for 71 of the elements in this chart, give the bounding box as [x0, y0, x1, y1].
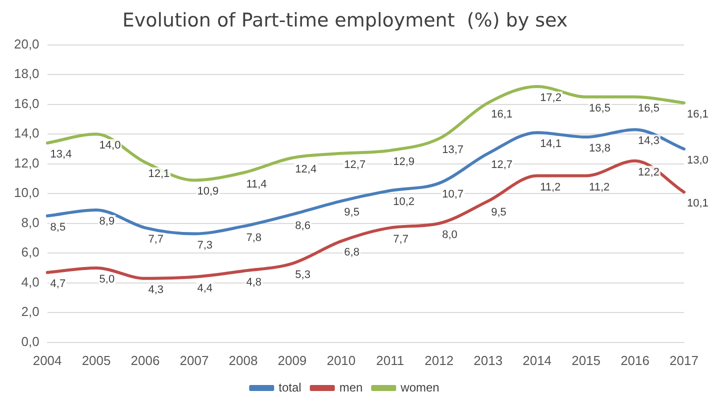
legend-label: men: [339, 380, 363, 394]
data-label: 4,3: [148, 284, 164, 296]
data-label: 4,8: [246, 276, 262, 289]
x-tick-label: 2010: [326, 352, 356, 368]
data-label: 8,0: [442, 228, 458, 241]
y-tick-label: 2,0: [21, 304, 40, 320]
data-label: 12,7: [344, 158, 366, 171]
data-label: 7,3: [197, 239, 213, 252]
data-label: 17,2: [540, 92, 562, 104]
data-label: 5,3: [295, 269, 310, 282]
data-label: 6,8: [344, 246, 360, 259]
x-tick-label: 2013: [474, 352, 503, 368]
data-label: 13,0: [687, 154, 708, 166]
x-tick-label: 2007: [180, 352, 209, 368]
y-tick-label: 10,0: [14, 185, 40, 200]
data-label: 11,2: [540, 181, 561, 194]
x-tick-label: 2004: [32, 352, 62, 368]
data-label: 9,5: [344, 206, 360, 219]
data-label: 7,7: [148, 233, 164, 246]
data-label: 9,5: [491, 206, 506, 219]
data-label: 10,1: [687, 198, 708, 210]
x-tick-label: 2016: [620, 352, 650, 368]
x-tick-label: 2017: [670, 352, 698, 368]
x-tick-label: 2008: [228, 352, 258, 368]
data-label: 16,5: [638, 102, 660, 114]
data-label: 13,7: [442, 144, 464, 156]
data-label: 8,6: [295, 220, 310, 232]
y-tick-label: 4,0: [21, 274, 40, 290]
data-label: 16,1: [687, 108, 708, 120]
data-label: 13,4: [50, 148, 72, 161]
data-label: 10,7: [442, 188, 464, 201]
data-label: 8,5: [50, 221, 66, 234]
x-tick-label: 2005: [82, 352, 111, 368]
data-label: 11,2: [589, 181, 610, 194]
data-label: 8,9: [99, 216, 115, 228]
data-label: 12,2: [638, 166, 660, 178]
legend-label: total: [278, 380, 302, 394]
data-label: 16,5: [589, 102, 610, 114]
y-tick-label: 14,0: [14, 126, 40, 141]
data-label: 12,1: [148, 168, 170, 180]
y-tick-label: 16,0: [14, 96, 40, 111]
data-label: 10,9: [197, 186, 219, 198]
y-tick-label: 18,0: [14, 66, 40, 82]
data-label: 14,3: [638, 135, 660, 148]
x-tick-label: 2011: [376, 352, 404, 368]
chart-title: Evolution of Part-time employment (%) by sex: [122, 9, 568, 32]
data-label: 16,1: [491, 108, 513, 120]
x-tick-label: 2009: [278, 352, 307, 368]
y-tick-label: 6,0: [21, 244, 40, 260]
y-tick-label: 0,0: [21, 334, 40, 349]
x-tick-label: 2015: [572, 352, 601, 368]
x-tick-label: 2012: [424, 352, 454, 368]
x-tick-label: 2014: [522, 352, 552, 368]
data-label: 12,7: [491, 158, 513, 171]
data-label: 14,1: [540, 138, 562, 150]
data-label: 12,9: [393, 156, 415, 168]
data-label: 13,8: [589, 142, 610, 155]
y-tick-label: 8,0: [21, 214, 40, 230]
data-label: 4,7: [50, 278, 66, 290]
data-label: 4,4: [197, 282, 213, 294]
data-label: 10,2: [393, 196, 415, 208]
data-label: 12,4: [295, 163, 317, 176]
x-tick-label: 2006: [130, 352, 160, 368]
data-label: 14,0: [99, 140, 121, 152]
data-label: 7,8: [246, 232, 262, 244]
y-tick-label: 12,0: [14, 155, 40, 170]
data-label: 5,0: [99, 274, 115, 286]
y-tick-label: 20,0: [14, 36, 40, 52]
data-label: 7,7: [393, 233, 408, 246]
legend-label: women: [400, 380, 440, 394]
data-label: 11,4: [246, 178, 267, 190]
